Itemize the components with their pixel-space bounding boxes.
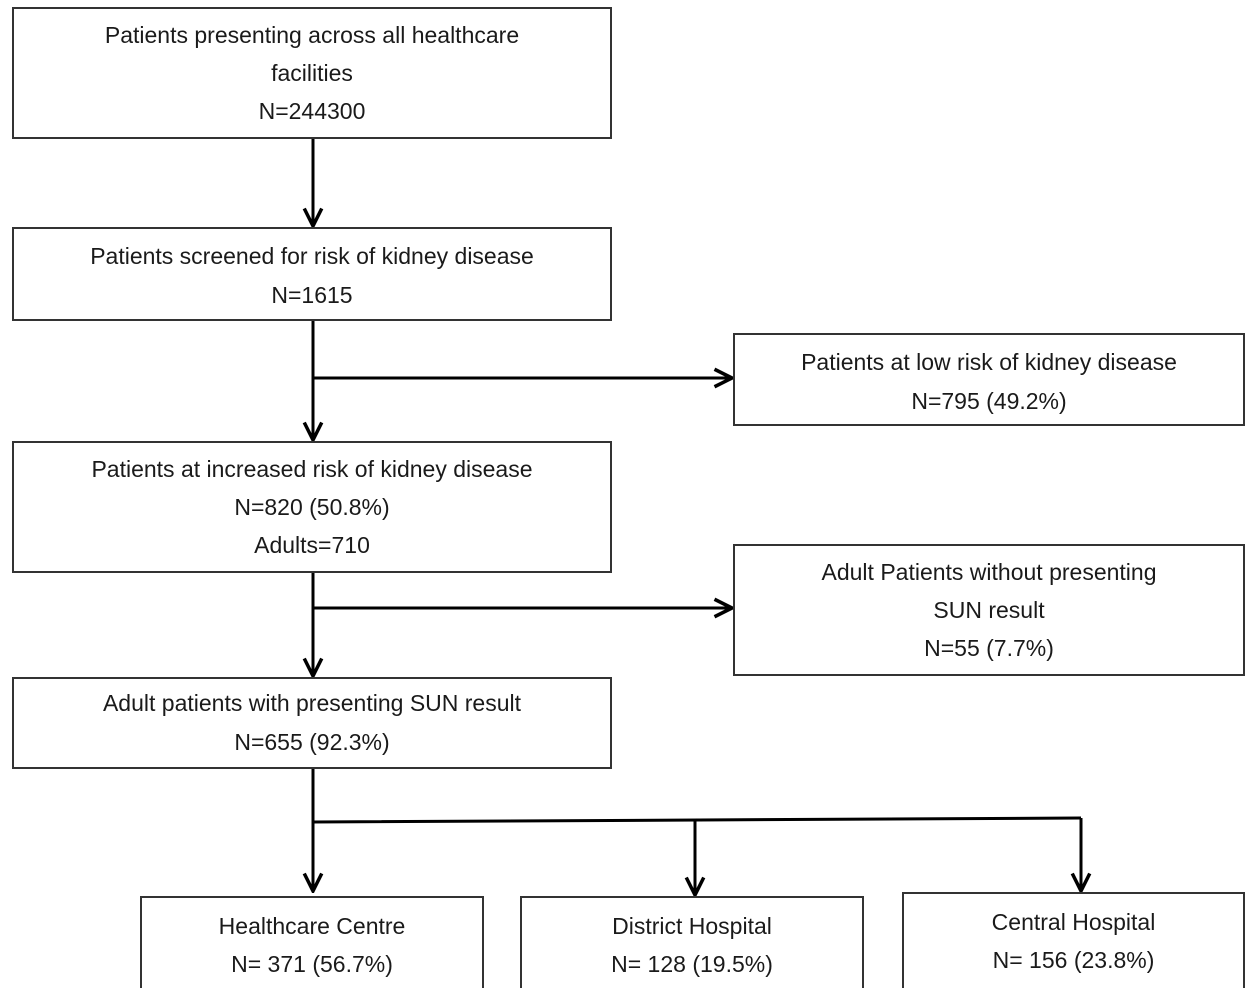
node-text: Central Hospital xyxy=(992,909,1156,935)
node-text: N=1615 xyxy=(271,282,352,308)
node-text: N=55 (7.7%) xyxy=(924,635,1054,661)
node-text: N= 371 (56.7%) xyxy=(231,951,393,977)
node-text: Patients at increased risk of kidney dis… xyxy=(91,456,532,482)
node-box xyxy=(12,7,612,139)
node-text: N=820 (50.8%) xyxy=(234,494,389,520)
node-text: N=655 (92.3%) xyxy=(234,729,389,755)
node-text: N= 128 (19.5%) xyxy=(611,951,773,977)
connector-line xyxy=(311,768,1082,824)
node-box xyxy=(12,441,612,573)
node-box xyxy=(733,544,1245,676)
node-text: Patients at low risk of kidney disease xyxy=(801,349,1177,375)
node-text: Patients screened for risk of kidney dis… xyxy=(90,243,534,269)
node-text: facilities xyxy=(271,60,353,86)
node-box xyxy=(520,896,864,988)
node-box xyxy=(902,892,1245,988)
node-box xyxy=(12,227,612,321)
node-text: Healthcare Centre xyxy=(219,913,406,939)
connectors xyxy=(313,138,1081,895)
node-text: N= 156 (23.8%) xyxy=(993,947,1155,973)
node-text: Adults=710 xyxy=(254,532,370,558)
boxes: Patients presenting across all healthcar… xyxy=(12,7,1245,988)
node-box xyxy=(733,333,1245,426)
node-text: Adult Patients without presenting xyxy=(822,559,1157,585)
node-text: SUN result xyxy=(933,597,1045,623)
node-box xyxy=(140,896,484,988)
node-text: Adult patients with presenting SUN resul… xyxy=(103,690,522,716)
node-text: District Hospital xyxy=(612,913,772,939)
node-text: N=795 (49.2%) xyxy=(911,388,1066,414)
node-box xyxy=(12,677,612,769)
node-text: Patients presenting across all healthcar… xyxy=(105,22,519,48)
node-text: N=244300 xyxy=(259,98,366,124)
